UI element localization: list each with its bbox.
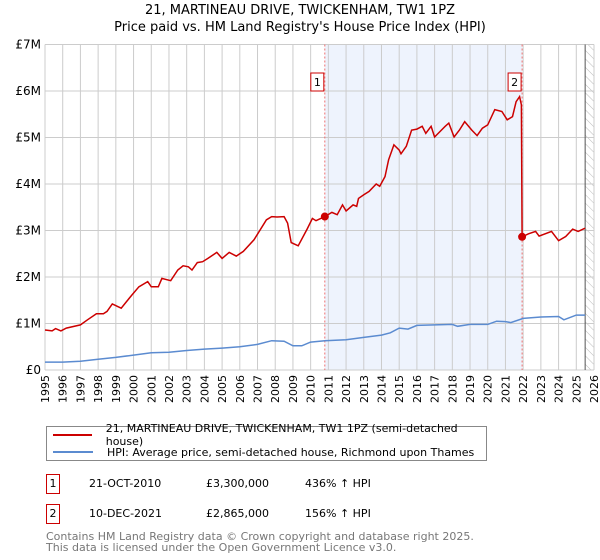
- sale-point: [518, 232, 527, 241]
- x-tick-label: 2020: [482, 375, 495, 403]
- x-tick-label: 1999: [110, 375, 123, 403]
- x-tick-label: 2009: [287, 375, 300, 403]
- x-tick-label: 2003: [181, 375, 194, 403]
- x-tick-label: 2025: [570, 375, 583, 403]
- transaction-hpi: 156% ↑ HPI: [305, 507, 371, 520]
- price-chart: 1995 1996 1997 1998 1999 2000 2001 2002 2003 2004…: [15, 38, 600, 404]
- x-tick-label: 2001: [145, 375, 158, 403]
- legend-label: 21, MARTINEAU DRIVE, TWICKENHAM, TW1 1PZ…: [105, 422, 458, 448]
- x-tick-label: 2007: [252, 375, 265, 403]
- x-tick-label: 2017: [429, 375, 442, 403]
- x-tick-label: 2006: [234, 375, 247, 403]
- x-tick-label: 2015: [393, 375, 406, 403]
- legend-line-red: [53, 434, 92, 436]
- legend-item-property: 21, MARTINEAU DRIVE, TWICKENHAM, TW1 1PZ…: [47, 422, 486, 448]
- x-tick-label: 2010: [305, 375, 318, 403]
- x-tick-label: 2005: [216, 375, 229, 403]
- x-tick-label: 1998: [92, 375, 105, 403]
- chart-title: 21, MARTINEAU DRIVE, TWICKENHAM, TW1 1PZ: [144, 3, 456, 18]
- x-tick-label: 2000: [128, 375, 141, 403]
- transaction-price: £2,865,000: [206, 507, 269, 520]
- y-tick-label: £0: [26, 363, 41, 377]
- hatched-region: [585, 44, 594, 370]
- annotation-label: 2: [511, 76, 518, 89]
- annotation-box: [310, 72, 325, 92]
- x-tick-label: 2004: [198, 375, 211, 403]
- x-tick-label: 2011: [322, 375, 335, 403]
- x-tick-label: 2023: [535, 375, 548, 403]
- footer-copyright: Contains HM Land Registry data © Crown c…: [46, 530, 474, 543]
- y-tick-label: £7M: [15, 38, 41, 52]
- transaction-price: £3,300,000: [206, 477, 269, 490]
- x-tick-label: 2012: [340, 375, 353, 403]
- transaction-marker: 1: [46, 474, 60, 494]
- legend-item-hpi: HPI: Average price, semi-detached house,…: [47, 444, 474, 460]
- x-tick-label: 2022: [517, 375, 530, 403]
- x-tick-label: 2019: [464, 375, 477, 403]
- y-tick-label: £1M: [15, 317, 41, 331]
- annotation-box: [507, 72, 522, 92]
- legend-label: HPI: Average price, semi-detached house,…: [107, 445, 475, 459]
- x-tick-label: 1997: [74, 375, 87, 403]
- y-tick-label: £6M: [15, 84, 41, 98]
- transaction-marker: 2: [46, 504, 60, 524]
- transaction-date: 10-DEC-2021: [89, 507, 163, 520]
- annotation-label: 1: [314, 76, 321, 89]
- x-tick-label: 2026: [588, 375, 600, 403]
- legend-line-blue: [53, 451, 93, 453]
- sale-point: [320, 212, 329, 221]
- x-tick-label: 2013: [358, 375, 371, 403]
- hpi-line: [45, 314, 586, 363]
- x-tick-label: 2024: [553, 375, 566, 403]
- transaction-date: 21-OCT-2010: [89, 477, 162, 490]
- x-tick-label: 1996: [57, 375, 70, 403]
- y-tick-label: £4M: [15, 177, 41, 191]
- transaction-hpi: 436% ↑ HPI: [305, 477, 371, 490]
- legend: 21, MARTINEAU DRIVE, TWICKENHAM, TW1 1PZ…: [46, 422, 487, 461]
- x-tick-label: 2014: [375, 375, 388, 403]
- y-tick-label: £2M: [15, 270, 41, 284]
- shaded-period: [324, 44, 523, 370]
- x-tick-label: 2016: [411, 375, 424, 403]
- y-tick-label: £3M: [15, 224, 41, 238]
- chart-subtitle: Price paid vs. HM Land Registry's House …: [114, 20, 486, 35]
- x-tick-label: 2021: [499, 375, 512, 403]
- x-tick-label: 2018: [446, 375, 459, 403]
- x-tick-label: 2002: [163, 375, 176, 403]
- footer-licence: This data is licensed under the Open Gov…: [46, 541, 397, 554]
- y-tick-label: £5M: [15, 131, 41, 145]
- property-price-line: [44, 94, 586, 332]
- x-tick-label: 2008: [269, 375, 282, 403]
- x-tick-label: 1995: [39, 375, 52, 403]
